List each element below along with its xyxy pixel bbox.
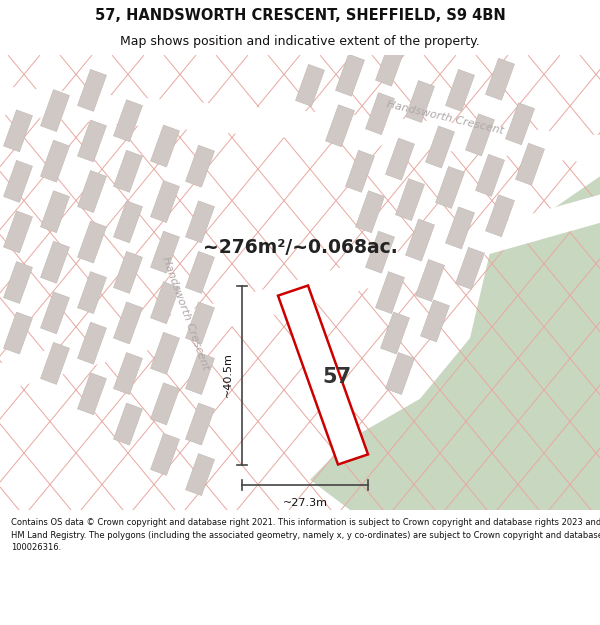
Polygon shape (4, 312, 32, 354)
Polygon shape (77, 272, 106, 314)
Polygon shape (113, 150, 142, 192)
Polygon shape (0, 86, 600, 164)
Polygon shape (77, 171, 106, 212)
Polygon shape (185, 403, 214, 445)
Polygon shape (113, 352, 142, 394)
Polygon shape (4, 161, 32, 202)
Text: ~40.5m: ~40.5m (223, 352, 233, 398)
Polygon shape (446, 69, 475, 111)
Polygon shape (41, 140, 70, 182)
Text: 57, HANDSWORTH CRESCENT, SHEFFIELD, S9 4BN: 57, HANDSWORTH CRESCENT, SHEFFIELD, S9 4… (95, 8, 505, 23)
Polygon shape (4, 211, 32, 253)
Polygon shape (406, 81, 434, 122)
Polygon shape (151, 332, 179, 374)
Text: Map shows position and indicative extent of the property.: Map shows position and indicative extent… (120, 35, 480, 48)
Polygon shape (335, 54, 364, 96)
Polygon shape (346, 150, 374, 192)
Polygon shape (425, 126, 454, 168)
Polygon shape (380, 312, 409, 354)
Polygon shape (151, 383, 179, 425)
Polygon shape (485, 58, 514, 100)
Polygon shape (41, 292, 70, 334)
Polygon shape (113, 201, 142, 243)
Polygon shape (185, 352, 214, 394)
Polygon shape (421, 300, 449, 342)
Polygon shape (476, 154, 505, 196)
Polygon shape (185, 145, 214, 188)
Polygon shape (506, 102, 535, 145)
Polygon shape (278, 286, 368, 464)
Polygon shape (151, 282, 179, 324)
Polygon shape (455, 248, 484, 289)
Polygon shape (376, 44, 404, 86)
Polygon shape (356, 191, 385, 232)
Text: Handsworth Crescent: Handsworth Crescent (385, 99, 505, 136)
Polygon shape (185, 454, 214, 496)
Polygon shape (113, 251, 142, 293)
Polygon shape (151, 181, 179, 222)
Polygon shape (386, 352, 415, 394)
Polygon shape (77, 69, 106, 111)
Polygon shape (41, 89, 70, 132)
Polygon shape (4, 110, 32, 152)
Polygon shape (0, 194, 600, 395)
Polygon shape (77, 120, 106, 162)
Polygon shape (365, 231, 394, 273)
Polygon shape (77, 221, 106, 263)
Text: Handsworth Crescent: Handsworth Crescent (160, 255, 210, 371)
Polygon shape (185, 201, 214, 243)
Text: Contains OS data © Crown copyright and database right 2021. This information is : Contains OS data © Crown copyright and d… (11, 518, 600, 552)
Polygon shape (310, 176, 600, 510)
Polygon shape (416, 259, 445, 301)
Polygon shape (41, 241, 70, 283)
Polygon shape (151, 231, 179, 273)
Text: ~276m²/~0.068ac.: ~276m²/~0.068ac. (203, 238, 397, 257)
Polygon shape (185, 302, 214, 344)
Polygon shape (151, 125, 179, 167)
Polygon shape (436, 166, 464, 209)
Polygon shape (77, 322, 106, 364)
Polygon shape (113, 403, 142, 445)
Polygon shape (395, 179, 424, 221)
Polygon shape (296, 64, 325, 106)
Polygon shape (113, 302, 142, 344)
Polygon shape (326, 105, 355, 147)
Text: ~27.3m: ~27.3m (283, 498, 328, 508)
Polygon shape (151, 433, 179, 476)
Polygon shape (446, 207, 475, 249)
Polygon shape (113, 100, 142, 142)
Polygon shape (41, 191, 70, 232)
Polygon shape (376, 272, 404, 314)
Polygon shape (41, 342, 70, 384)
Polygon shape (4, 261, 32, 304)
Polygon shape (515, 143, 544, 185)
Polygon shape (77, 372, 106, 415)
Polygon shape (365, 92, 394, 134)
Polygon shape (386, 138, 415, 180)
Polygon shape (466, 114, 494, 156)
Text: 57: 57 (322, 366, 352, 386)
Polygon shape (485, 195, 514, 237)
Polygon shape (185, 251, 214, 293)
Polygon shape (406, 219, 434, 261)
